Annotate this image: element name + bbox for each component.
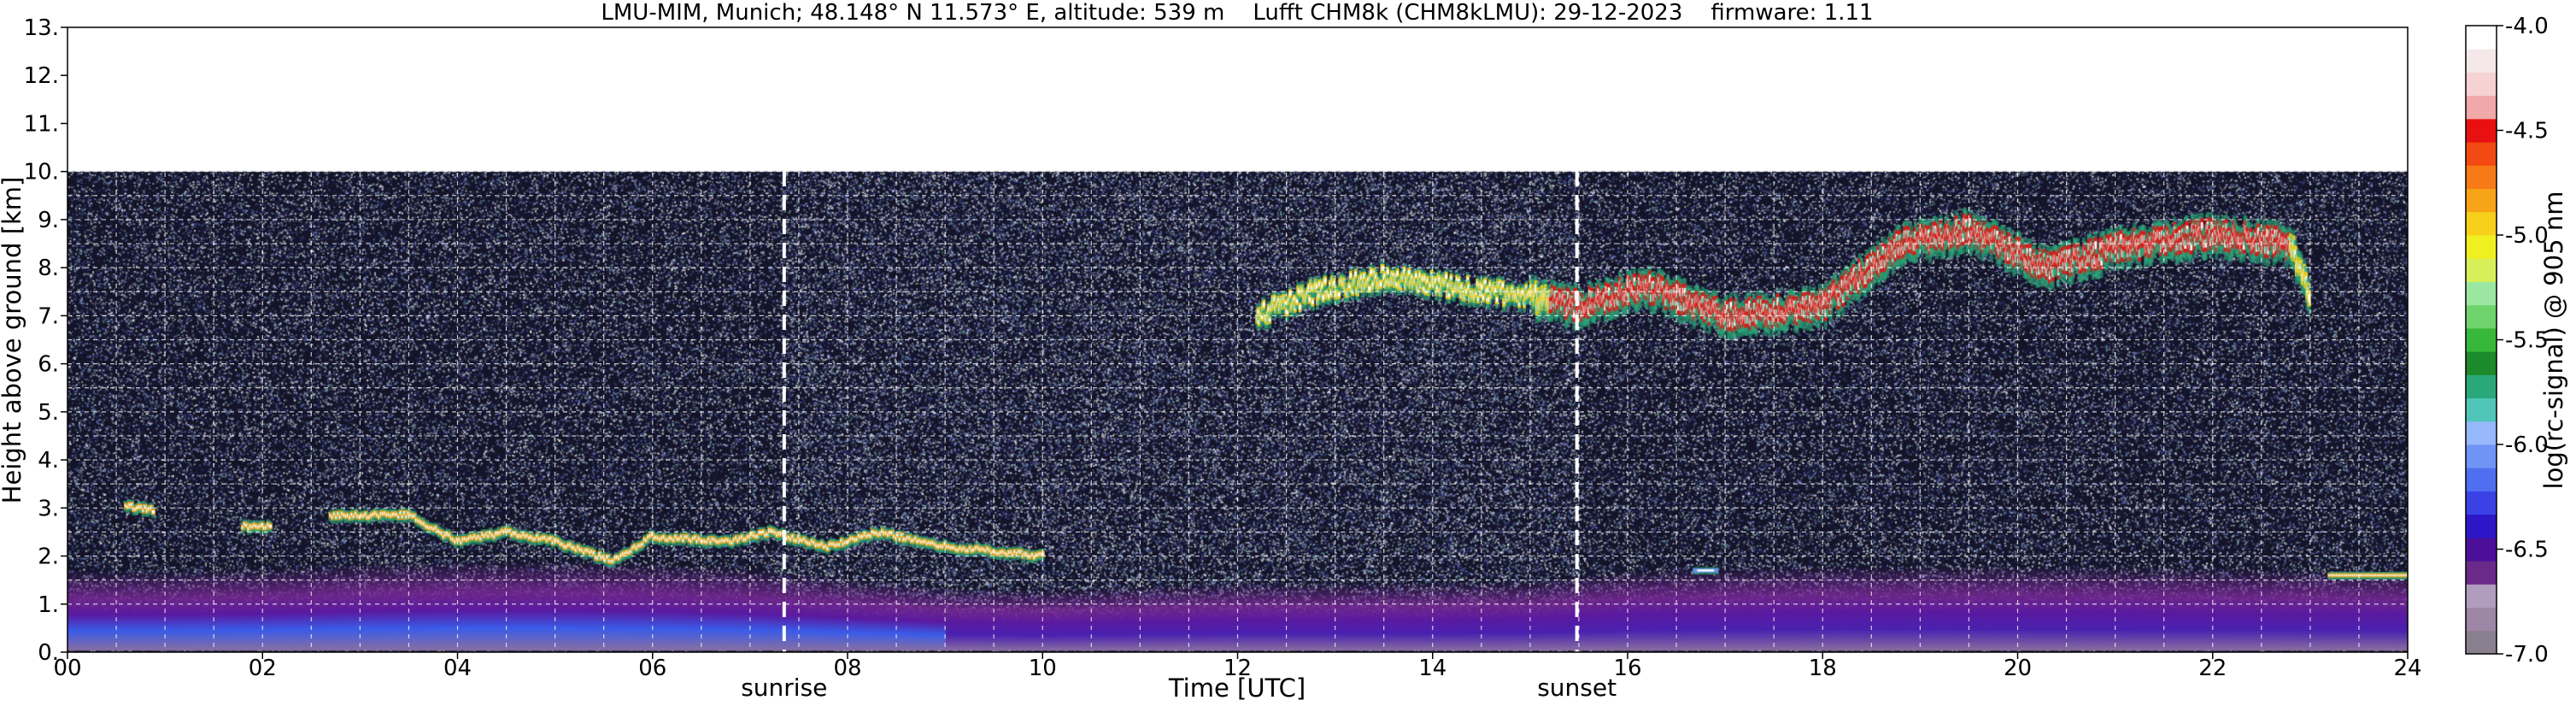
colorbar-swatch	[2466, 211, 2497, 236]
y-tick-label: 9.	[38, 208, 59, 233]
colorbar-swatch	[2466, 26, 2497, 50]
colorbar-swatch	[2466, 95, 2497, 120]
colorbar-swatch	[2466, 514, 2497, 538]
y-tick-label: 5.	[38, 400, 59, 426]
sunrise-label: sunrise	[741, 674, 827, 702]
colorbar-swatch	[2466, 561, 2497, 585]
colorbar-swatch	[2466, 49, 2497, 73]
colorbar-swatch	[2466, 491, 2497, 515]
chart-title: LMU-MIM, Munich; 48.148° N 11.573° E, al…	[601, 0, 1873, 26]
colorbar-tick-label: -7.0	[2505, 642, 2549, 668]
colorbar-swatch	[2466, 397, 2497, 422]
colorbar-label: log(rc-signal) @ 905 nm	[2539, 191, 2568, 490]
y-tick-label: 8.	[38, 256, 59, 281]
colorbar: -4.0 -4.5 -5.0 -5.5 -6.0 -6.5 -7.0	[2465, 14, 2549, 668]
colorbar-tick-label: -5.0	[2505, 223, 2549, 249]
x-tick-label: 14	[1418, 656, 1446, 681]
x-tick-label: 20	[2004, 656, 2032, 681]
y-tick-label: 12.	[24, 63, 59, 89]
y-tick-label: 1.	[38, 592, 59, 618]
colorbar-swatch	[2466, 188, 2497, 213]
x-tick-label: 22	[2198, 656, 2227, 681]
colorbar-swatch	[2466, 281, 2497, 306]
colorbar-swatch	[2466, 584, 2497, 609]
y-tick-label: 6.	[38, 352, 59, 378]
colorbar-swatch	[2466, 468, 2497, 491]
colorbar-swatch	[2466, 630, 2497, 655]
x-tick-label: 10	[1029, 656, 1057, 681]
colorbar-swatch	[2466, 258, 2497, 282]
y-tick-label: 0.	[38, 640, 59, 666]
colorbar-swatch	[2466, 607, 2497, 632]
colorbar-swatch	[2466, 118, 2497, 143]
colorbar-swatch	[2466, 327, 2497, 352]
x-tick-label: 12	[1223, 656, 1252, 681]
colorbar-tick-label: -4.0	[2505, 14, 2549, 39]
y-tick-label: 2.	[38, 544, 59, 570]
y-tick-label: 4.	[38, 448, 59, 474]
x-axis: 00 02 04 06 08 10 12 14 16 18 20 22 24	[53, 652, 2422, 681]
x-tick-label: 16	[1613, 656, 1641, 681]
colorbar-swatch	[2466, 72, 2497, 97]
colorbar-swatch	[2466, 537, 2497, 562]
y-tick-label: 13.	[24, 15, 59, 41]
colorbar-swatch	[2466, 421, 2497, 445]
x-tick-label: 02	[249, 656, 277, 681]
colorbar-swatch	[2466, 351, 2497, 375]
colorbar-swatch	[2466, 374, 2497, 399]
y-tick-label: 10.	[24, 160, 59, 185]
x-tick-label: 04	[443, 656, 472, 681]
y-tick-label: 3.	[38, 496, 59, 521]
colorbar-tick-label: -6.5	[2505, 538, 2549, 563]
x-axis-label: Time [UTC]	[1168, 674, 1306, 703]
x-tick-label: 00	[53, 656, 81, 681]
colorbar-tick-label: -6.0	[2505, 432, 2549, 458]
sunset-label: sunset	[1537, 674, 1617, 702]
y-axis-label: Height above ground [km]	[0, 177, 26, 504]
x-tick-label: 18	[1809, 656, 1837, 681]
colorbar-tick-label: -5.5	[2505, 328, 2549, 354]
colorbar-swatch	[2466, 304, 2497, 329]
colorbar-swatch	[2466, 444, 2497, 468]
colorbar-tick-label: -4.5	[2505, 119, 2549, 144]
y-axis: 0. 1. 2. 3. 4. 5. 6. 7. 8. 9. 10. 11. 12. 13.	[24, 15, 67, 666]
y-tick-label: 11.	[24, 111, 59, 137]
grid	[67, 27, 2408, 652]
colorbar-swatch	[2466, 165, 2497, 190]
x-tick-label: 24	[2393, 656, 2421, 681]
colorbar-swatch	[2466, 235, 2497, 259]
x-tick-label: 06	[638, 656, 666, 681]
y-tick-label: 7.	[38, 303, 59, 329]
colorbar-swatch	[2466, 142, 2497, 166]
sun-markers	[782, 27, 1579, 652]
x-tick-label: 08	[833, 656, 861, 681]
